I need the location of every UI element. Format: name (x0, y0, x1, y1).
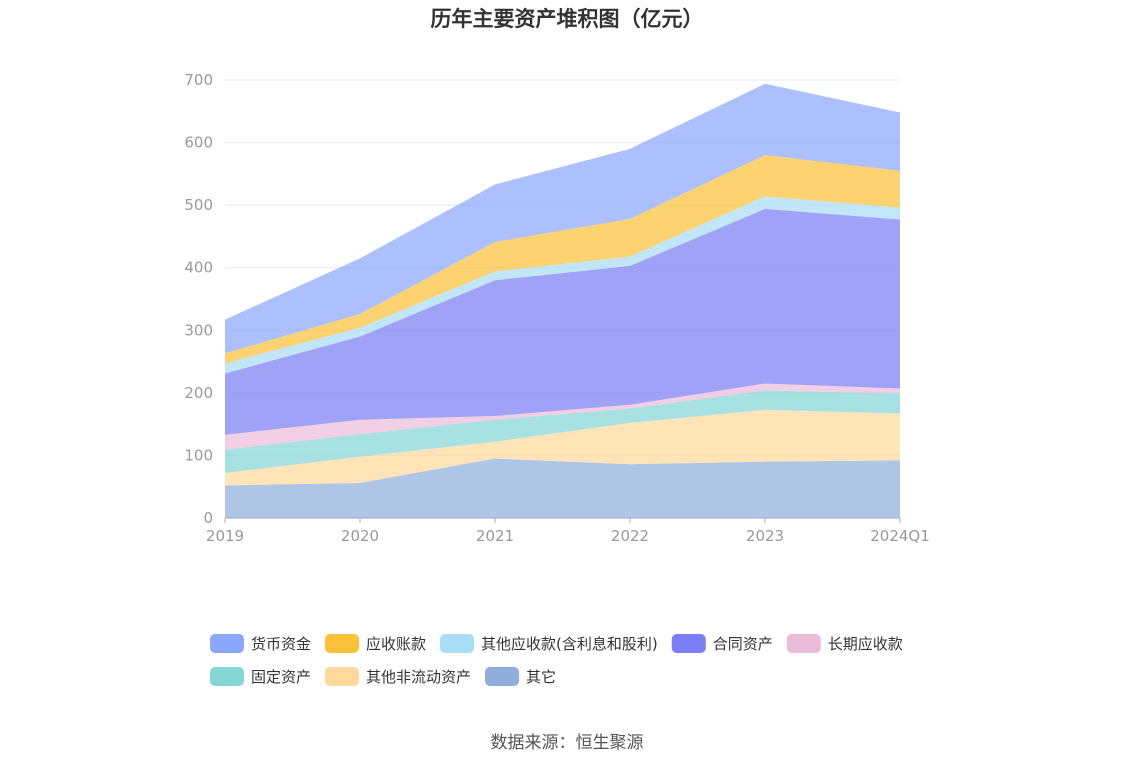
y-tick-label: 400 (184, 259, 213, 277)
axes: 0 100 200 300 400 500 600 700 2019 2020 2021 2022 20… (184, 71, 929, 545)
legend-label: 应收账款 (366, 635, 426, 653)
chart-title: 历年主要资产堆积图（亿元） (431, 7, 704, 31)
area-其它 (225, 458, 900, 518)
y-tick-label: 200 (184, 384, 213, 402)
y-tick-label: 700 (184, 71, 213, 89)
legend-item[interactable]: 其它 (485, 667, 556, 686)
legend-label: 固定资产 (251, 668, 311, 686)
legend-label: 货币资金 (251, 635, 311, 653)
legend-item[interactable]: 其他应收款(含利息和股利) (440, 634, 658, 653)
legend-swatch (325, 667, 360, 686)
data-source: 数据来源：恒生聚源 (490, 733, 644, 753)
legend-item[interactable]: 货币资金 (210, 634, 311, 653)
y-tick-label: 500 (184, 196, 213, 214)
legend-label: 其他非流动资产 (366, 668, 471, 686)
legend-label: 合同资产 (713, 635, 773, 653)
y-tick-label: 600 (184, 134, 213, 152)
legend-swatch (485, 667, 520, 686)
legend-item[interactable]: 应收账款 (325, 634, 426, 653)
legend-label: 其他应收款(含利息和股利) (481, 635, 658, 653)
legend-swatch (786, 634, 821, 653)
legend-swatch (671, 634, 706, 653)
legend-item[interactable]: 合同资产 (671, 634, 773, 653)
area-series-group (225, 83, 900, 518)
x-tick-label: 2021 (476, 527, 514, 545)
y-tick-label: 0 (203, 509, 213, 527)
legend-label: 其它 (526, 668, 556, 686)
legend-item[interactable]: 固定资产 (210, 667, 311, 686)
area-固定资产 (225, 390, 900, 473)
legend-item[interactable]: 长期应收款 (786, 634, 903, 653)
legend-swatch (210, 634, 244, 653)
area-其他应收款(含利息和股利) (225, 196, 900, 374)
x-tick-label: 2022 (611, 527, 649, 545)
area-其他非流动资产 (225, 409, 900, 486)
x-tick-label: 2023 (746, 527, 784, 545)
area-长期应收款 (225, 383, 900, 450)
x-tick-label: 2020 (341, 527, 379, 545)
y-tick-label: 300 (184, 321, 213, 339)
area-应收账款 (225, 155, 900, 364)
legend-swatch (210, 667, 244, 686)
y-tick-label: 100 (184, 446, 213, 464)
stacked-area-chart: 历年主要资产堆积图（亿元） 0 100 200 300 400 500 600 700 2019… (184, 7, 930, 686)
x-tick-label: 2024Q1 (870, 527, 930, 545)
legend-swatch (440, 634, 475, 653)
area-合同资产 (225, 208, 900, 435)
legend-swatch (325, 634, 360, 653)
legend-item[interactable]: 其他非流动资产 (325, 667, 471, 686)
x-tick-label: 2019 (206, 527, 244, 545)
legend-label: 长期应收款 (828, 635, 903, 653)
area-货币资金 (225, 83, 900, 354)
